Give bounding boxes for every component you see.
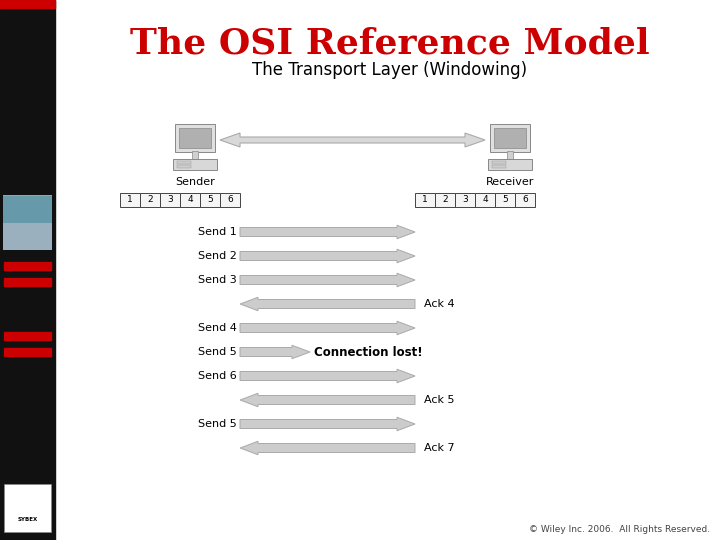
Bar <box>3 196 52 223</box>
Bar <box>492 161 506 164</box>
Polygon shape <box>240 345 310 359</box>
Text: 1: 1 <box>422 195 428 204</box>
Bar <box>4 484 51 532</box>
Bar <box>179 128 211 148</box>
Bar <box>455 193 475 207</box>
Bar <box>180 193 200 207</box>
Text: Send 4: Send 4 <box>198 323 237 333</box>
Bar <box>4 348 51 356</box>
Polygon shape <box>220 133 485 147</box>
Polygon shape <box>240 393 415 407</box>
Bar <box>177 165 191 168</box>
Polygon shape <box>240 225 415 239</box>
Text: The Transport Layer (Windowing): The Transport Layer (Windowing) <box>253 61 528 79</box>
Bar <box>175 124 215 152</box>
Bar <box>173 159 217 170</box>
Polygon shape <box>240 273 415 287</box>
Bar <box>515 193 535 207</box>
Text: Send 2: Send 2 <box>198 251 237 261</box>
Text: 3: 3 <box>462 195 468 204</box>
Text: 3: 3 <box>167 195 173 204</box>
Bar <box>200 193 220 207</box>
Text: Receiver: Receiver <box>486 177 534 187</box>
Text: Send 3: Send 3 <box>198 275 237 285</box>
Text: Send 5: Send 5 <box>198 419 237 429</box>
Polygon shape <box>240 249 415 263</box>
Text: 4: 4 <box>187 195 193 204</box>
Text: SYBEX: SYBEX <box>17 517 37 522</box>
Bar <box>120 193 140 207</box>
Polygon shape <box>240 297 415 310</box>
Bar <box>0 0 55 8</box>
Text: 6: 6 <box>227 195 233 204</box>
Bar <box>4 262 51 270</box>
Text: 2: 2 <box>147 195 153 204</box>
Bar <box>492 165 506 168</box>
Bar <box>3 195 52 250</box>
Text: 2: 2 <box>442 195 448 204</box>
Text: Send 1: Send 1 <box>198 227 237 237</box>
Text: Ack 5: Ack 5 <box>424 395 454 405</box>
Polygon shape <box>240 369 415 383</box>
Bar <box>495 193 515 207</box>
Text: The OSI Reference Model: The OSI Reference Model <box>130 26 650 60</box>
Text: Send 5: Send 5 <box>198 347 237 357</box>
Bar <box>192 151 198 160</box>
Bar <box>4 278 51 286</box>
Text: Send 6: Send 6 <box>198 371 237 381</box>
Polygon shape <box>240 441 415 455</box>
Text: Connection lost!: Connection lost! <box>314 346 423 359</box>
Bar <box>4 332 51 340</box>
Text: 6: 6 <box>522 195 528 204</box>
Bar <box>177 161 191 164</box>
Text: Ack 4: Ack 4 <box>424 299 454 309</box>
Bar <box>3 223 52 250</box>
Bar <box>0 0 55 540</box>
Text: 5: 5 <box>502 195 508 204</box>
Text: 1: 1 <box>127 195 133 204</box>
Bar <box>415 193 435 207</box>
Text: Ack 7: Ack 7 <box>424 443 454 453</box>
Bar <box>220 193 240 207</box>
Bar <box>490 124 530 152</box>
Polygon shape <box>240 321 415 335</box>
Bar <box>140 193 160 207</box>
Bar <box>160 193 180 207</box>
Bar <box>475 193 495 207</box>
Bar <box>507 151 513 160</box>
Text: Sender: Sender <box>175 177 215 187</box>
Bar <box>435 193 455 207</box>
Bar <box>488 159 532 170</box>
Polygon shape <box>240 417 415 431</box>
Text: 4: 4 <box>482 195 488 204</box>
Text: © Wiley Inc. 2006.  All Rights Reserved.: © Wiley Inc. 2006. All Rights Reserved. <box>529 525 710 534</box>
Bar <box>494 128 526 148</box>
Text: 5: 5 <box>207 195 213 204</box>
